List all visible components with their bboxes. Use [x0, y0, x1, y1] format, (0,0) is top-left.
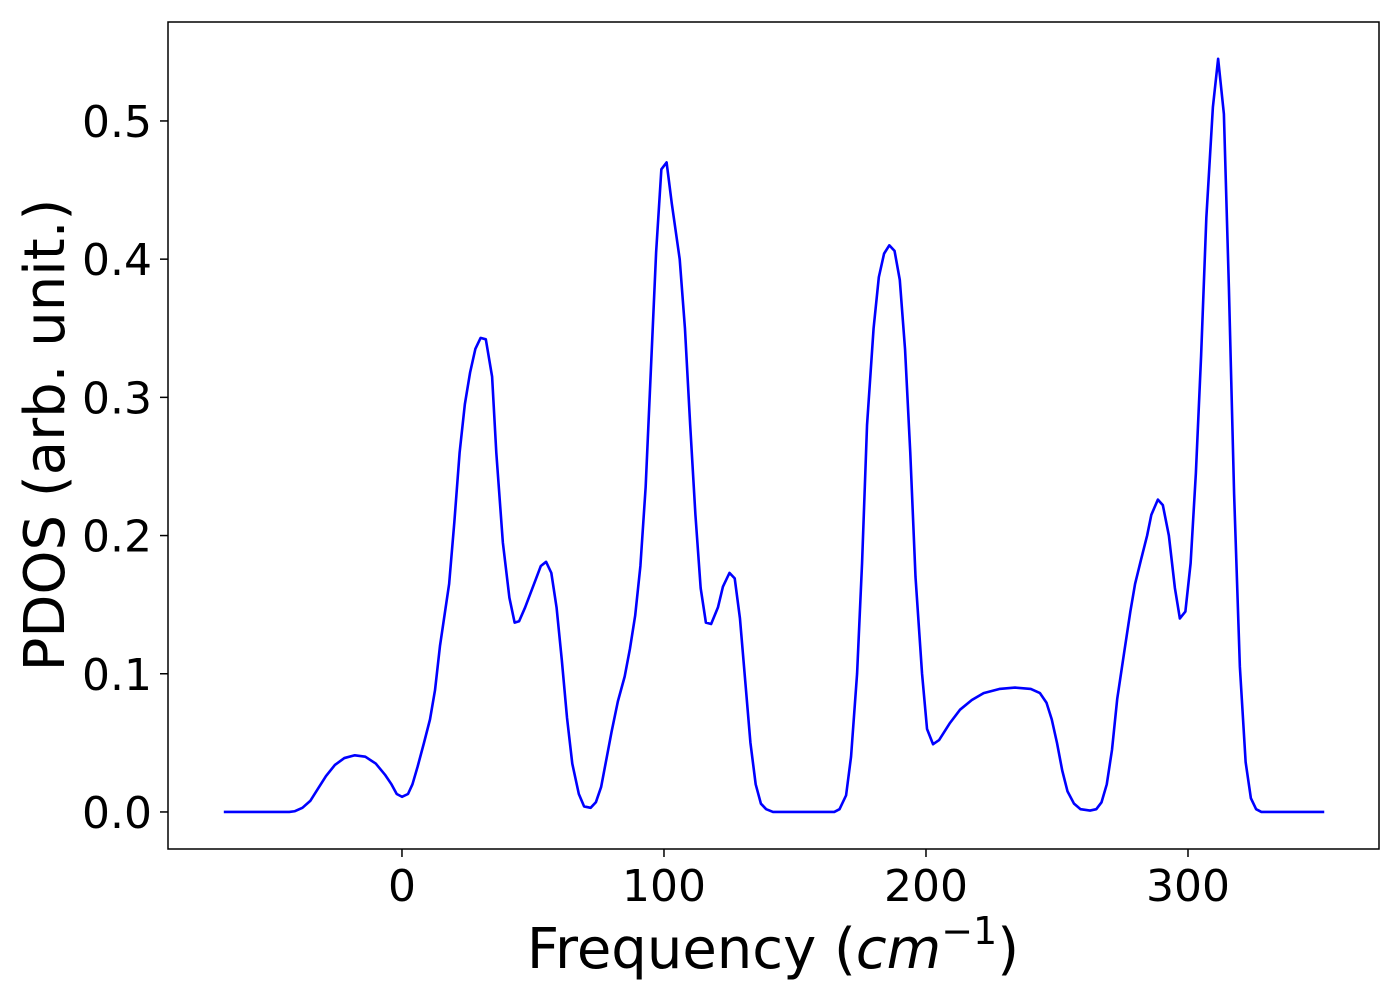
- y-tick-label: 0.5: [82, 97, 152, 148]
- y-tick-label: 0.4: [82, 235, 152, 286]
- y-tick-label: 0.1: [82, 650, 152, 701]
- x-axis-label: Frequency (cm−1): [527, 909, 1019, 982]
- y-tick-label: 0.2: [82, 512, 152, 563]
- plot-frame: [167, 21, 1380, 850]
- x-tick-label: 100: [622, 861, 706, 912]
- x-tick-label: 0: [388, 861, 416, 912]
- y-tick-label: 0.0: [82, 788, 152, 839]
- x-tick-label: 300: [1146, 861, 1230, 912]
- y-axis-label: PDOS (arb. unit.): [13, 199, 78, 672]
- x-tick-label: 200: [884, 861, 968, 912]
- y-tick-label: 0.3: [82, 373, 152, 424]
- line: [223, 57, 1325, 814]
